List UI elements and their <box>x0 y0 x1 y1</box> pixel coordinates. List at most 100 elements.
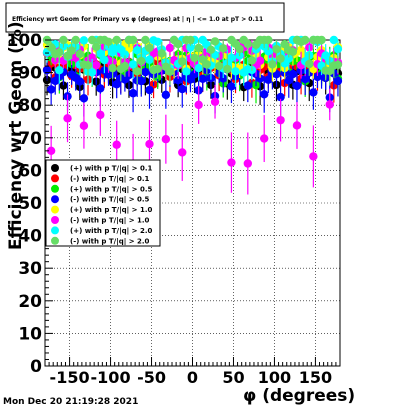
legend-marker <box>51 174 59 183</box>
x-tick-label: -150 <box>50 368 90 387</box>
data-point <box>296 45 306 55</box>
data-point <box>333 60 343 69</box>
data-point <box>46 85 56 94</box>
data-point <box>276 92 285 102</box>
data-layer <box>42 35 343 198</box>
y-tick-label: 40 <box>18 227 42 247</box>
legend-label: (-) with p T/|q| > 0.5 <box>70 196 150 205</box>
data-point <box>141 67 150 77</box>
y-tick-label: 0 <box>30 357 42 377</box>
data-point <box>104 37 113 46</box>
data-point <box>75 49 85 59</box>
data-point <box>214 61 224 71</box>
x-axis-label: φ (degrees) <box>243 386 355 406</box>
data-point <box>55 48 64 57</box>
data-point <box>137 76 146 86</box>
legend: (+) with p T/|q| > 0.1(-) with p T/|q| >… <box>45 159 161 247</box>
data-point <box>309 152 318 161</box>
data-point <box>194 100 203 110</box>
data-point <box>71 35 80 45</box>
y-axis-label: Efficiency wrt Geom (%) <box>6 21 26 250</box>
legend-marker <box>51 216 59 224</box>
data-point <box>173 39 183 49</box>
data-point <box>300 74 310 84</box>
data-point <box>288 69 298 79</box>
data-point <box>153 37 162 46</box>
data-point <box>153 64 162 74</box>
data-point <box>219 44 228 53</box>
data-point <box>165 67 175 76</box>
data-point <box>161 134 171 144</box>
data-point <box>186 43 195 52</box>
data-point <box>59 81 68 90</box>
data-point <box>145 139 154 149</box>
y-tick-label: 10 <box>18 324 42 344</box>
y-tick-label: 20 <box>18 292 42 312</box>
tick-layer: 0 10 20 30 40 50 60 70 80 90 100 -150 -100 -50 0 50 100 1… <box>7 31 337 387</box>
data-point <box>194 43 203 53</box>
data-point <box>96 84 105 93</box>
data-point <box>55 66 64 75</box>
data-point <box>235 44 244 54</box>
data-point <box>264 47 273 56</box>
data-point <box>165 43 175 53</box>
data-point <box>190 69 199 79</box>
data-point <box>284 54 293 63</box>
data-point <box>132 46 142 55</box>
data-point <box>276 54 285 63</box>
data-point <box>317 35 326 45</box>
data-point <box>194 63 203 73</box>
y-tick-label: 60 <box>18 161 42 181</box>
legend-label: (+) with p T/|q| > 1.0 <box>70 206 153 215</box>
data-point <box>173 76 183 85</box>
legend-marker <box>51 164 59 172</box>
data-point <box>112 140 121 149</box>
data-point <box>178 84 187 94</box>
data-point <box>145 85 154 95</box>
data-point <box>264 75 273 84</box>
data-point <box>300 35 310 45</box>
x-tick-label: 150 <box>299 368 332 387</box>
data-point <box>96 49 105 58</box>
data-point <box>87 53 97 62</box>
data-point <box>255 74 265 83</box>
data-point <box>243 39 253 49</box>
data-point <box>210 37 220 46</box>
footer-timestamp: Mon Dec 20 21:19:28 2021 <box>3 397 138 407</box>
data-point <box>227 53 236 62</box>
data-point <box>145 55 154 64</box>
data-point <box>132 67 142 76</box>
y-tick-label: 90 <box>18 64 42 84</box>
data-point <box>227 158 236 167</box>
title-box <box>5 2 285 33</box>
data-point <box>120 61 130 71</box>
data-point <box>178 148 187 157</box>
x-tick-label: 50 <box>222 368 244 387</box>
data-point <box>219 74 228 83</box>
legend-box <box>45 159 161 247</box>
legend-label: (+) with p T/|q| > 0.5 <box>70 185 153 194</box>
data-point <box>128 35 138 45</box>
data-point <box>157 49 166 58</box>
data-point <box>227 82 236 91</box>
data-point <box>137 56 146 66</box>
data-point <box>63 114 72 123</box>
x-tick-label: 100 <box>258 368 291 387</box>
data-point <box>128 60 138 69</box>
chart-title: Efficiency wrt Geom for Primary vs φ (de… <box>12 16 263 23</box>
data-point <box>255 56 265 65</box>
data-point <box>79 36 89 45</box>
data-point <box>210 97 220 106</box>
data-point <box>87 35 97 45</box>
data-point <box>329 35 339 45</box>
data-point <box>46 146 56 156</box>
data-point <box>272 45 281 54</box>
data-point <box>223 64 232 74</box>
data-point <box>112 80 121 89</box>
data-point <box>276 115 285 125</box>
data-point <box>260 134 269 143</box>
data-point <box>79 94 89 103</box>
legend-label: (-) with p T/|q| > 2.0 <box>70 237 150 246</box>
data-point <box>178 57 187 66</box>
data-point <box>108 63 117 73</box>
